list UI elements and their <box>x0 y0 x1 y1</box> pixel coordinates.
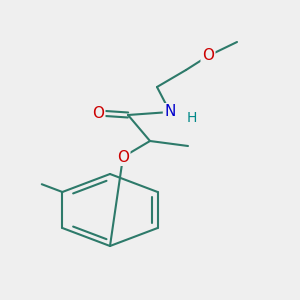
Text: O: O <box>117 149 129 164</box>
Text: N: N <box>164 104 176 119</box>
Text: O: O <box>202 49 214 64</box>
Text: O: O <box>92 106 104 121</box>
Text: H: H <box>187 111 197 125</box>
